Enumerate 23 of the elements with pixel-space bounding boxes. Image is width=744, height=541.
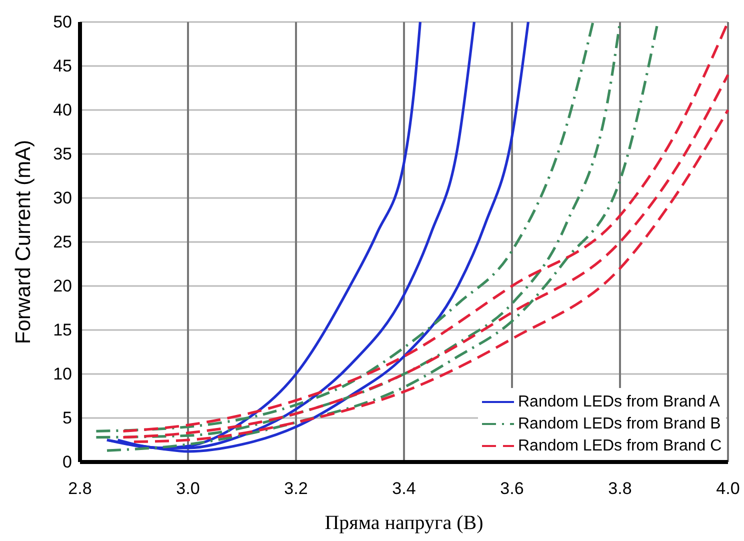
x-tick-label: 3.6 bbox=[500, 479, 524, 498]
legend-label: Random LEDs from Brand A bbox=[518, 394, 720, 410]
y-tick-label: 40 bbox=[53, 100, 72, 120]
x-tick-label: 3.0 bbox=[176, 479, 200, 498]
x-tick-label: 4.0 bbox=[716, 479, 740, 498]
y-tick-label: 0 bbox=[62, 452, 72, 472]
x-tick-label: 2.8 bbox=[68, 479, 92, 498]
y-axis-title: Forward Current (mA) bbox=[12, 140, 35, 344]
legend-label: Random LEDs from Brand C bbox=[518, 438, 722, 454]
x-tick-label: 3.2 bbox=[284, 479, 308, 498]
y-tick-label: 10 bbox=[53, 364, 72, 384]
y-tick-label: 30 bbox=[53, 188, 72, 208]
y-tick-label: 25 bbox=[53, 232, 72, 252]
x-axis-title: Пряма напруга (В) bbox=[324, 512, 484, 534]
legend-label: Random LEDs from Brand B bbox=[518, 416, 721, 432]
y-tick-label: 5 bbox=[62, 408, 72, 428]
y-tick-label: 35 bbox=[53, 144, 72, 164]
y-tick-label: 15 bbox=[53, 320, 72, 340]
y-tick-label: 45 bbox=[53, 56, 72, 76]
x-tick-label: 3.8 bbox=[608, 479, 632, 498]
y-tick-label: 50 bbox=[53, 12, 72, 32]
x-tick-label: 3.4 bbox=[392, 479, 416, 498]
y-tick-label: 20 bbox=[53, 276, 72, 296]
